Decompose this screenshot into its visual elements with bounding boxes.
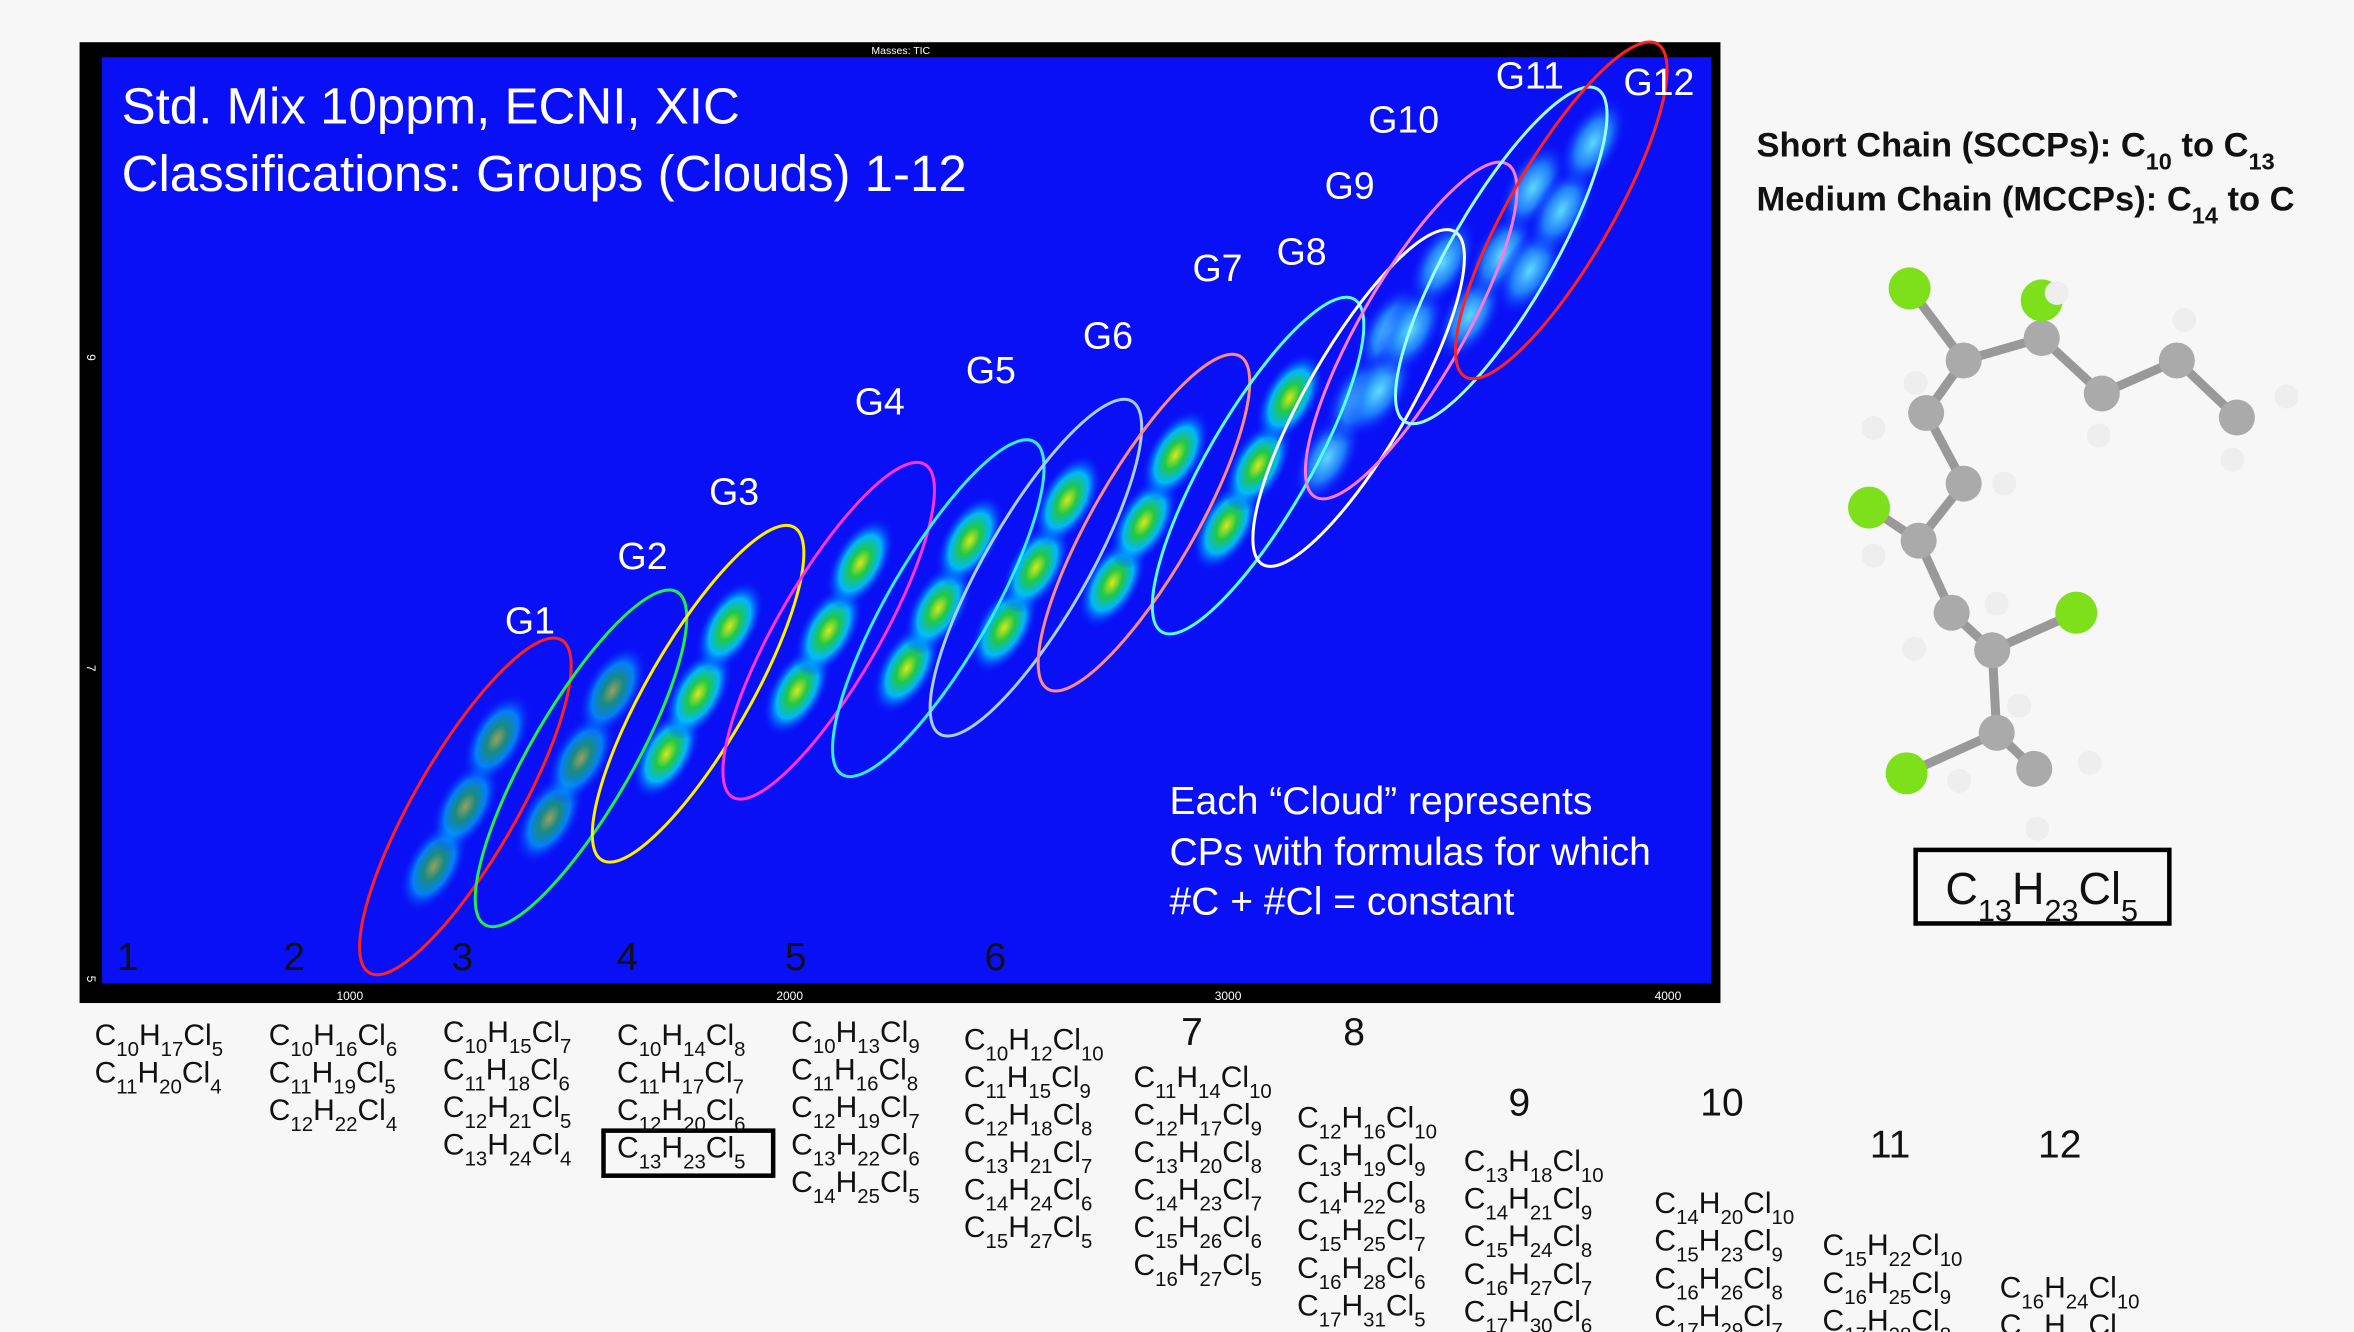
column-number: 3 [452,936,474,979]
column-number: 7 [1181,1011,1203,1054]
x-tick-label: 2000 [776,989,803,1003]
x-tick-label: 4000 [1655,989,1682,1003]
caption: #C + #Cl = constant [1169,880,1514,923]
column-number: 1 [117,936,139,979]
caption: Each “Cloud” represents [1169,780,1592,823]
group-label: G8 [1277,230,1327,272]
page: Masses: TIC Std. Mix 10ppm, ECNI, XIC Clas… [0,0,2354,1332]
plot-top-label: Masses: TIC [871,45,930,57]
plot-title: Std. Mix 10ppm, ECNI, XIC [122,77,740,134]
y-tick-label: 9 [84,354,98,361]
formula: C17H29Cl7 [1654,1300,1783,1332]
group-label: G2 [618,535,668,577]
y-tick-label: 5 [84,976,98,983]
column-number: 4 [617,936,639,979]
column-number: 2 [283,936,305,979]
column-number: 12 [2038,1124,2081,1167]
column-number: 5 [785,936,807,979]
group-label: G10 [1368,98,1439,140]
group-label: G11 [1496,55,1564,97]
group-label: G12 [1623,61,1694,103]
group-label: G5 [966,349,1016,391]
group-label: G3 [709,471,759,513]
group-label: G4 [855,381,905,423]
x-tick-label: 3000 [1215,989,1242,1003]
group-label: G1 [505,600,555,642]
column-number: 6 [984,936,1006,979]
plot-title: Classifications: Groups (Clouds) 1-12 [122,145,967,202]
caption: CPs with formulas for which [1169,831,1650,874]
group-label: G9 [1325,164,1375,206]
formula: C17H30Cl6 [1464,1295,1593,1332]
formula: C17H28Cl8 [1823,1304,1952,1332]
column-number: 9 [1508,1082,1530,1125]
group-label: G7 [1193,247,1243,289]
y-tick-label: 7 [84,665,98,672]
x-tick-label: 1000 [336,989,363,1003]
group-label: G6 [1083,314,1133,356]
column-number: 11 [1870,1124,1911,1167]
column-number: 10 [1700,1082,1743,1125]
column-number: 8 [1343,1011,1365,1054]
formula: C17H27Cl9 [2000,1309,2129,1332]
slide: Masses: TIC Std. Mix 10ppm, ECNI, XIC Clas… [0,0,2354,1332]
